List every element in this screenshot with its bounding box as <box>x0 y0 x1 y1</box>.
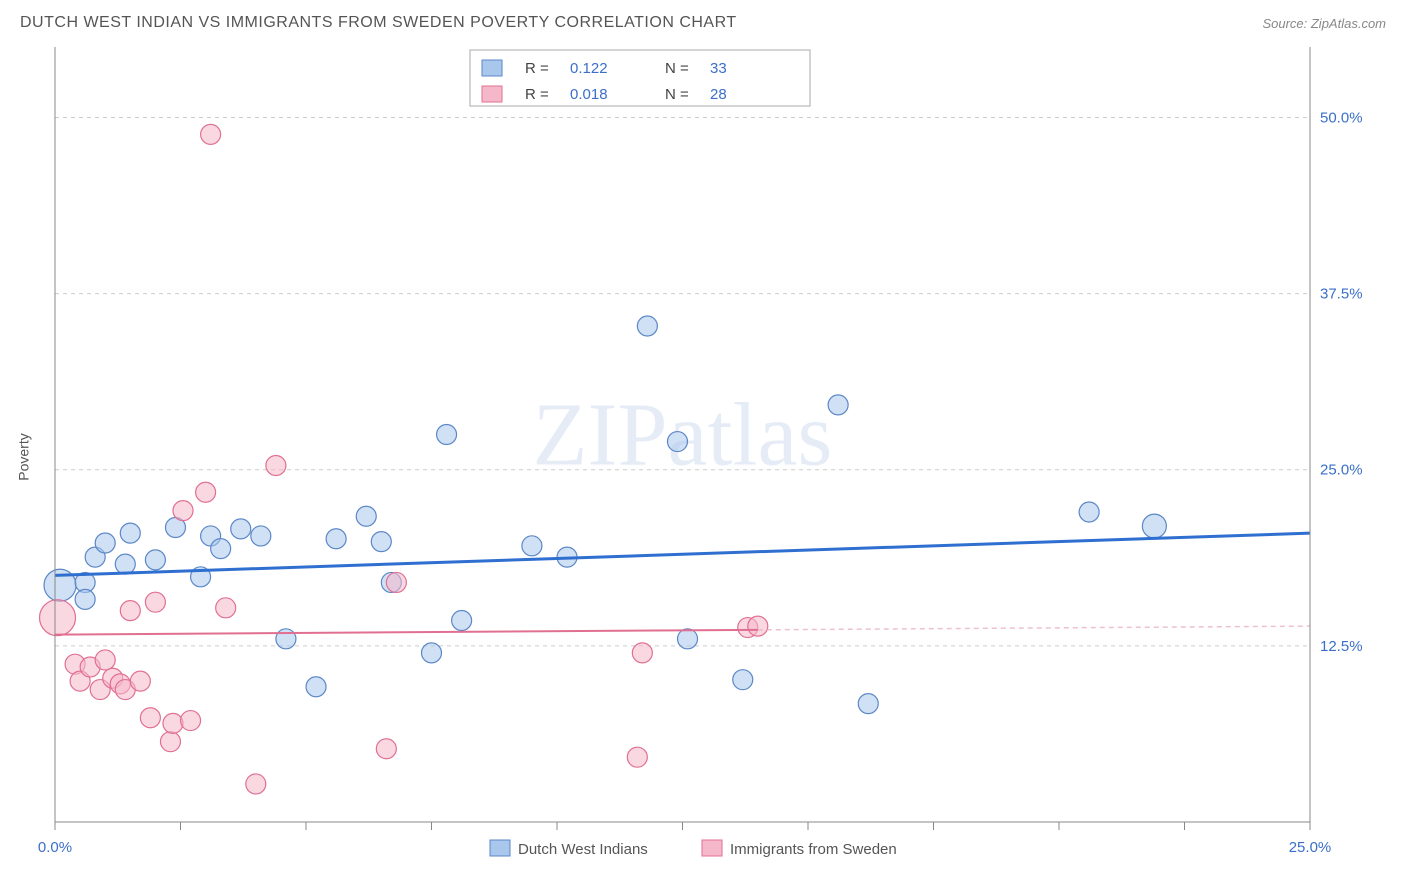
data-point <box>130 671 150 691</box>
data-point <box>196 482 216 502</box>
data-point <box>386 572 406 592</box>
svg-text:50.0%: 50.0% <box>1320 109 1363 126</box>
data-point <box>231 519 251 539</box>
data-point <box>120 601 140 621</box>
data-point <box>246 774 266 794</box>
data-point <box>627 747 647 767</box>
data-point <box>858 694 878 714</box>
data-point <box>276 629 296 649</box>
y-axis-label: Poverty <box>16 433 32 480</box>
data-point <box>120 523 140 543</box>
scatter-chart: 12.5%25.0%37.5%50.0%ZIPatlas0.0%25.0%R =… <box>10 42 1396 872</box>
svg-text:0.122: 0.122 <box>570 60 608 77</box>
svg-text:R =: R = <box>525 86 549 103</box>
data-point <box>376 739 396 759</box>
source-attribution: Source: ZipAtlas.com <box>1262 16 1386 31</box>
data-point <box>452 611 472 631</box>
data-point <box>163 713 183 733</box>
data-point <box>748 616 768 636</box>
svg-text:0.018: 0.018 <box>570 86 608 103</box>
data-point <box>75 589 95 609</box>
data-point <box>40 600 76 636</box>
data-point <box>356 506 376 526</box>
data-point <box>160 732 180 752</box>
svg-text:12.5%: 12.5% <box>1320 638 1363 655</box>
chart-title: DUTCH WEST INDIAN VS IMMIGRANTS FROM SWE… <box>20 14 737 32</box>
data-point <box>266 456 286 476</box>
data-point <box>145 550 165 570</box>
svg-text:33: 33 <box>710 60 727 77</box>
data-point <box>181 711 201 731</box>
data-point <box>173 501 193 521</box>
data-point <box>115 554 135 574</box>
svg-text:R =: R = <box>525 60 549 77</box>
svg-text:28: 28 <box>710 86 727 103</box>
svg-text:N =: N = <box>665 86 689 103</box>
legend-label: Dutch West Indians <box>518 841 648 858</box>
data-point <box>95 533 115 553</box>
data-point <box>632 643 652 663</box>
legend-label: Immigrants from Sweden <box>730 841 897 858</box>
legend-swatch <box>482 60 502 76</box>
data-point <box>637 316 657 336</box>
data-point <box>371 532 391 552</box>
data-point <box>211 539 231 559</box>
data-point <box>733 670 753 690</box>
svg-text:37.5%: 37.5% <box>1320 286 1363 303</box>
chart-container: Poverty 12.5%25.0%37.5%50.0%ZIPatlas0.0%… <box>10 42 1396 872</box>
data-point <box>201 124 221 144</box>
data-point <box>678 629 698 649</box>
svg-text:N =: N = <box>665 60 689 77</box>
legend-swatch <box>482 86 502 102</box>
legend-swatch <box>490 840 510 856</box>
data-point <box>1142 514 1166 538</box>
data-point <box>522 536 542 556</box>
legend-swatch <box>702 840 722 856</box>
svg-text:0.0%: 0.0% <box>38 839 72 856</box>
data-point <box>306 677 326 697</box>
data-point <box>437 425 457 445</box>
data-point <box>1079 502 1099 522</box>
trend-line-pink <box>55 630 758 635</box>
data-point <box>216 598 236 618</box>
svg-text:25.0%: 25.0% <box>1320 462 1363 479</box>
data-point <box>145 592 165 612</box>
data-point <box>828 395 848 415</box>
data-point <box>95 650 115 670</box>
correlation-legend <box>470 50 810 106</box>
data-point <box>667 432 687 452</box>
trend-line-pink-extrapolated <box>758 626 1310 630</box>
trend-line-blue <box>55 533 1310 575</box>
data-point <box>326 529 346 549</box>
data-point <box>140 708 160 728</box>
svg-text:25.0%: 25.0% <box>1289 839 1332 856</box>
data-point <box>422 643 442 663</box>
data-point <box>251 526 271 546</box>
